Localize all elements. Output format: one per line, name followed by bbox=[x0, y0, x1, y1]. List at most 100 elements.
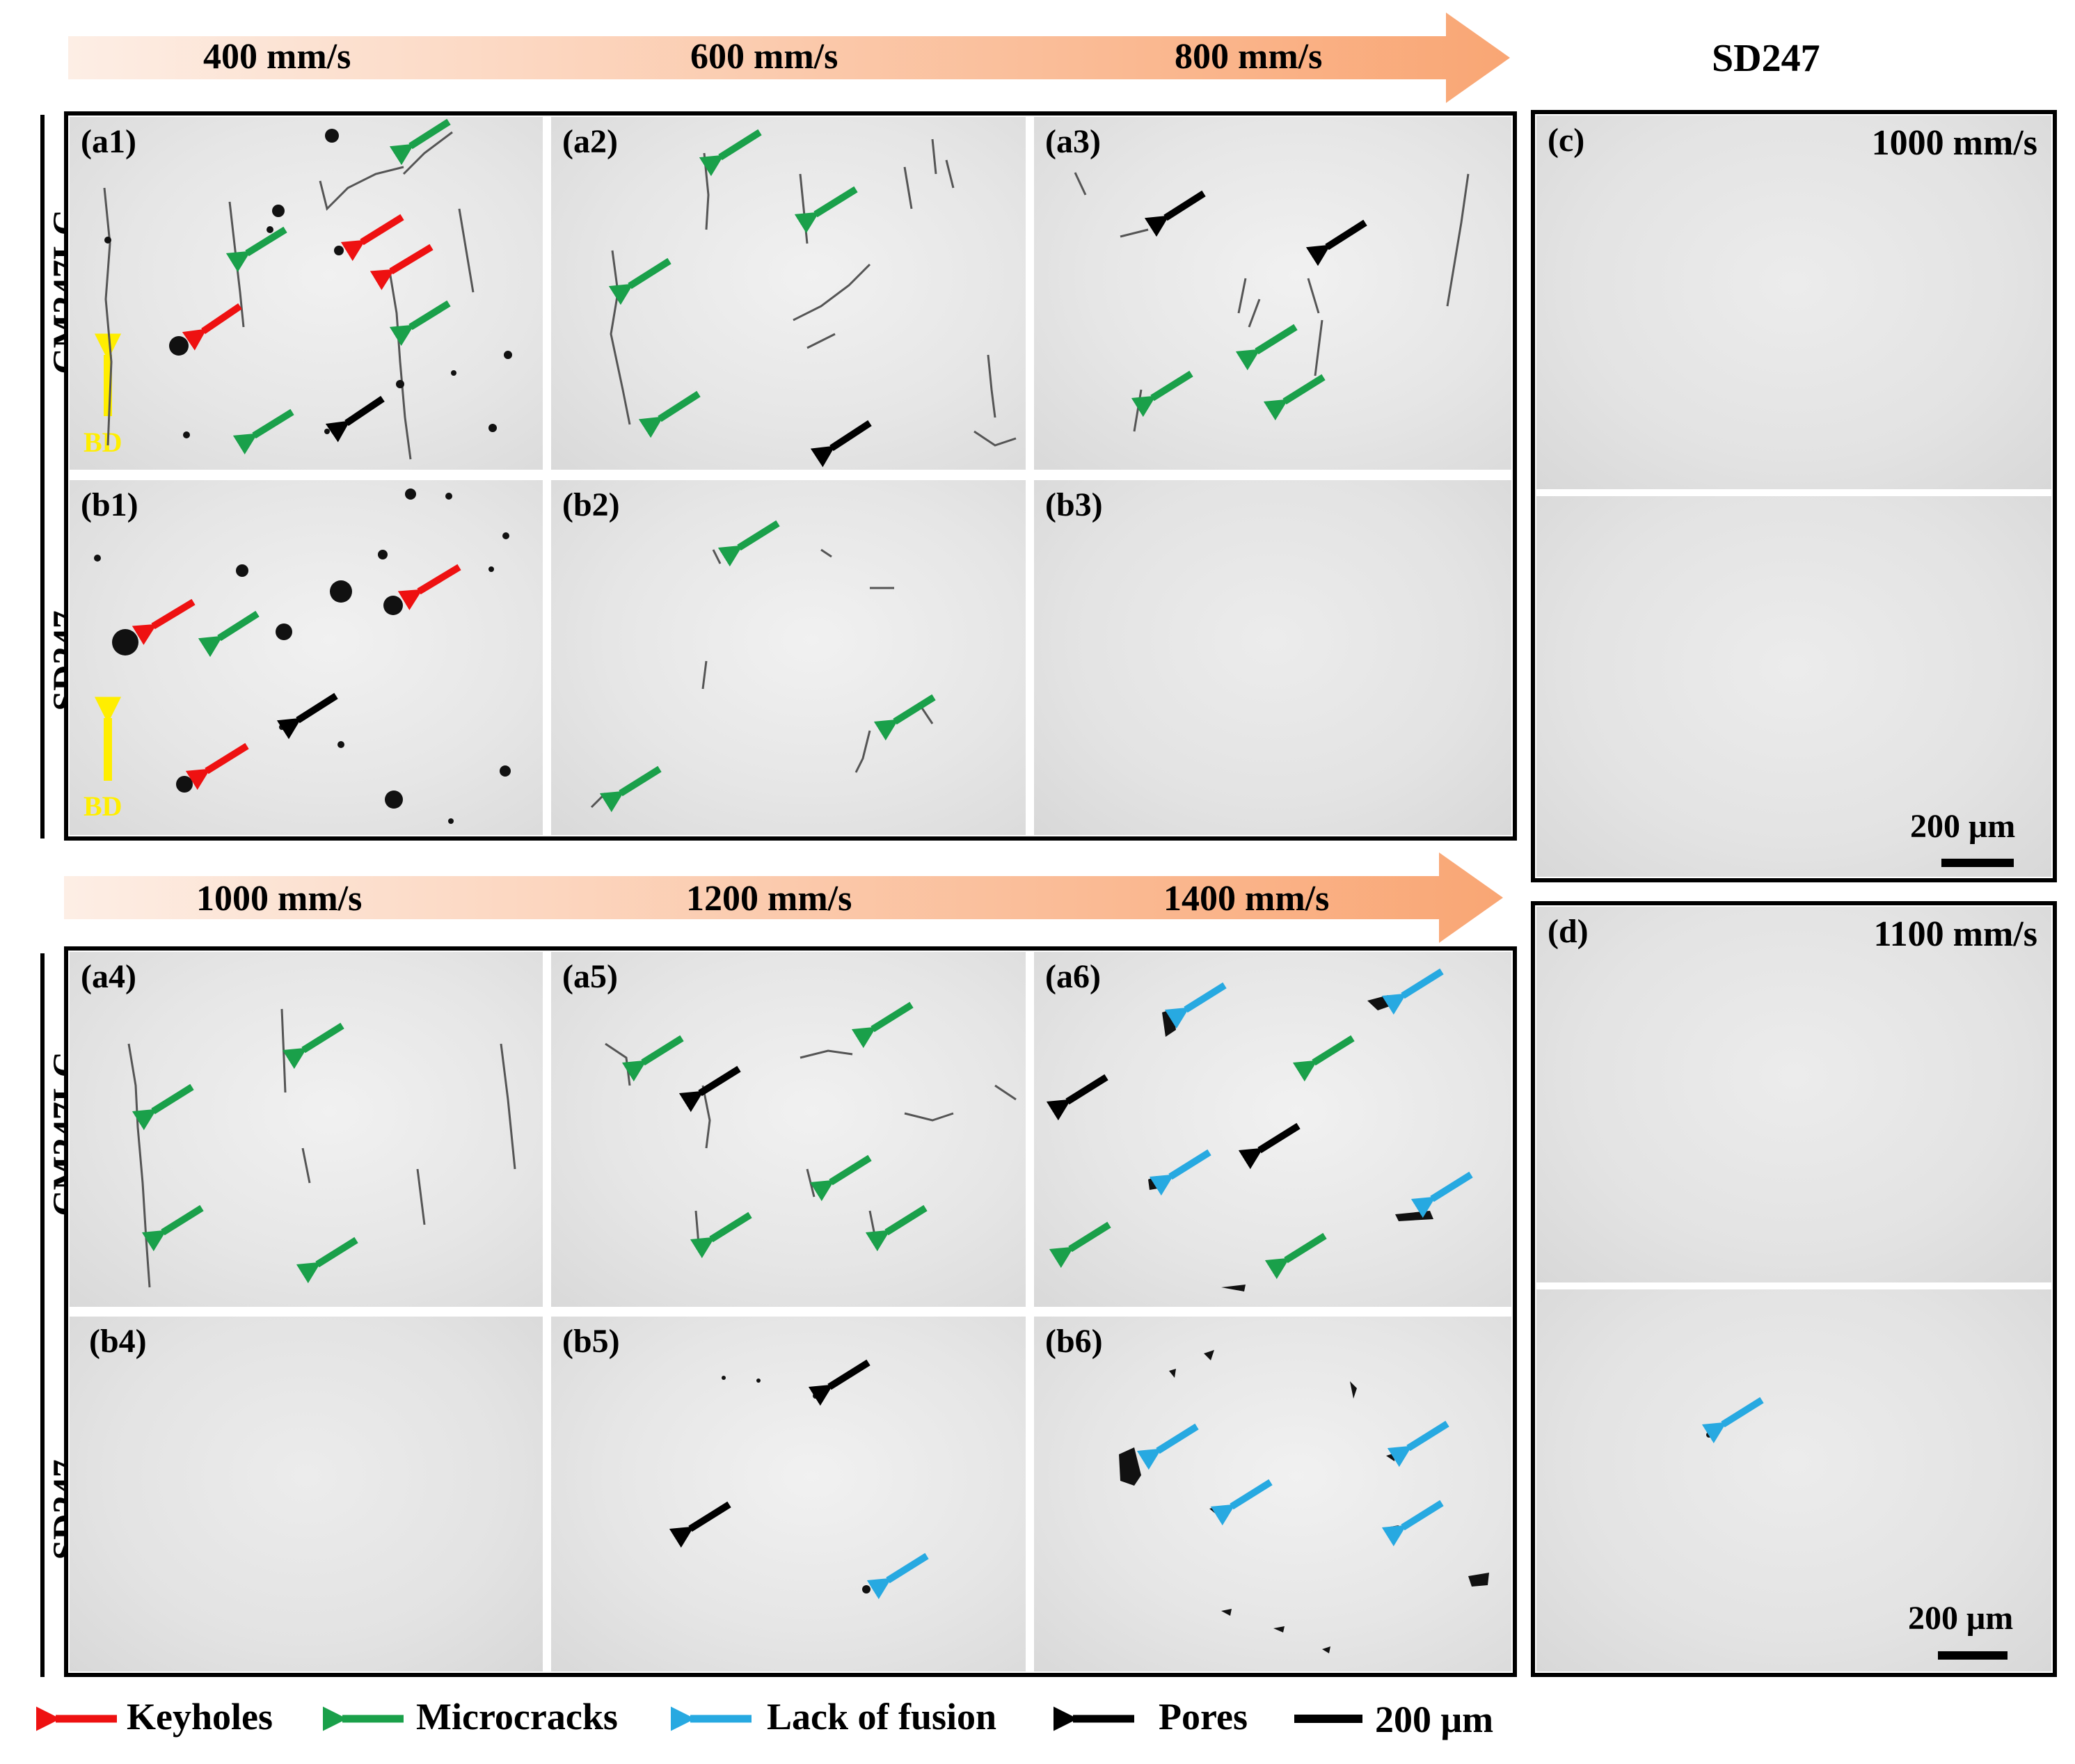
keyhole-arrow bbox=[185, 742, 249, 790]
micro-cracks bbox=[127, 1008, 516, 1288]
legend-pores-label: Pores bbox=[1159, 1696, 1248, 1738]
microcrack-arrow bbox=[699, 129, 762, 177]
microcrack-arrow bbox=[608, 257, 671, 305]
microcrack-arrow bbox=[638, 390, 701, 438]
lack-of-fusion-arrow bbox=[1164, 982, 1227, 1029]
build-direction-label: BD bbox=[84, 427, 122, 458]
scale-bar bbox=[1941, 859, 2014, 867]
pores bbox=[94, 488, 511, 824]
speed-label-1200: 1200 mm/s bbox=[686, 879, 852, 919]
pores bbox=[104, 129, 512, 438]
lack-of-fusion-arrow bbox=[1387, 1420, 1449, 1468]
build-direction-label: BD bbox=[84, 790, 122, 822]
microcrack-arrow bbox=[1263, 374, 1326, 421]
pore-arrow bbox=[669, 1501, 731, 1548]
lack-of-fusion-arrow bbox=[1136, 1423, 1199, 1470]
row-divider-line bbox=[40, 953, 45, 1677]
pore-arrow bbox=[678, 1065, 741, 1113]
microcrack-arrow bbox=[851, 1001, 914, 1049]
panel-label: (a2) bbox=[562, 123, 618, 160]
pore bbox=[1706, 1432, 1712, 1438]
microcrack-arrow bbox=[389, 118, 451, 166]
panel-b6: (b6) bbox=[1034, 1317, 1511, 1671]
pore-arrow bbox=[810, 420, 872, 468]
microcrack-arrow bbox=[1235, 324, 1298, 371]
keyhole-arrow bbox=[369, 244, 434, 290]
microcrack-arrow bbox=[690, 1211, 752, 1259]
panel-label: (a4) bbox=[81, 958, 136, 995]
legend-lack-of-fusion-label: Lack of fusion bbox=[767, 1696, 997, 1738]
pore-arrow bbox=[276, 692, 338, 740]
speed-arrow-bottom bbox=[64, 852, 1503, 943]
legend-scale-bar bbox=[1294, 1715, 1362, 1723]
microcrack-arrow bbox=[873, 694, 936, 741]
microcrack-arrow bbox=[621, 1035, 684, 1082]
microcrack-arrow bbox=[389, 300, 451, 347]
panel-speed: 1000 mm/s bbox=[1871, 123, 2037, 163]
panel-a5: (a5) bbox=[551, 952, 1026, 1307]
panel-label: (a1) bbox=[81, 123, 136, 160]
keyhole-arrow bbox=[340, 214, 404, 262]
scale-bar-label: 200 μm bbox=[1908, 1600, 2014, 1637]
panel-b3: (b3) bbox=[1034, 480, 1511, 835]
microcrack-arrow bbox=[132, 1083, 194, 1131]
speed-arrow-top bbox=[68, 13, 1510, 103]
lack-of-fusion-arrow bbox=[1701, 1397, 1764, 1444]
pore-arrow bbox=[1144, 190, 1206, 237]
panel-a6: (a6) bbox=[1034, 952, 1511, 1307]
panel-label: (b6) bbox=[1045, 1323, 1103, 1360]
panel-label: (b2) bbox=[562, 486, 620, 523]
panel-d-bottom bbox=[1536, 1289, 2051, 1671]
micro-cracks bbox=[590, 548, 934, 809]
panel-c-top: (c) 1000 mm/s bbox=[1536, 116, 2051, 489]
lack-of-fusion-arrow bbox=[1210, 1479, 1273, 1526]
speed-label-1000: 1000 mm/s bbox=[196, 879, 363, 919]
lack-of-fusion-arrow bbox=[866, 1552, 929, 1600]
lack-of-fusion-defects bbox=[1119, 1350, 1489, 1653]
legend-keyholes-label: Keyholes bbox=[127, 1696, 273, 1738]
microcrack-arrow bbox=[1292, 1035, 1355, 1082]
keyhole-arrow bbox=[132, 598, 196, 645]
panel-label: (a6) bbox=[1045, 958, 1101, 995]
pore-arrow bbox=[1238, 1122, 1301, 1170]
speed-label-400: 400 mm/s bbox=[203, 37, 351, 77]
panel-label: (b1) bbox=[81, 486, 138, 523]
pore-arrow bbox=[325, 395, 385, 443]
microcrack-arrow bbox=[865, 1205, 928, 1252]
microcrack-arrow bbox=[1049, 1221, 1111, 1269]
lack-of-fusion-defects bbox=[1148, 995, 1433, 1292]
pore-arrow bbox=[1046, 1074, 1108, 1121]
pore-arrow bbox=[1305, 219, 1367, 267]
panel-b4: (b4) bbox=[70, 1317, 543, 1671]
panel-c-bottom bbox=[1536, 496, 2051, 877]
lack-of-fusion-arrow bbox=[1149, 1149, 1211, 1196]
microcrack-arrow bbox=[794, 186, 858, 234]
microcrack-arrow bbox=[1264, 1232, 1327, 1280]
lack-of-fusion-arrow bbox=[1381, 968, 1444, 1015]
panel-label: (a5) bbox=[562, 958, 618, 995]
micro-cracks bbox=[610, 138, 1017, 447]
microcrack-arrow bbox=[232, 408, 294, 455]
panel-b1: (b1) bbox=[70, 480, 543, 835]
row-divider-line bbox=[40, 115, 45, 839]
microcrack-arrow bbox=[141, 1205, 204, 1252]
lack-of-fusion-arrow bbox=[1381, 1500, 1444, 1547]
keyhole-arrow bbox=[182, 303, 242, 351]
panel-speed: 1100 mm/s bbox=[1873, 914, 2037, 954]
panel-label: (a3) bbox=[1045, 123, 1101, 160]
panel-b5: (b5) bbox=[551, 1317, 1026, 1671]
pores bbox=[678, 1376, 870, 1594]
right-column-title: SD247 bbox=[1712, 37, 1820, 80]
scale-bar-label: 200 μm bbox=[1910, 808, 2016, 845]
panel-b2: (b2) bbox=[551, 480, 1026, 835]
legend-microcracks-label: Microcracks bbox=[416, 1696, 618, 1738]
microcrack-arrow bbox=[225, 226, 287, 273]
microcrack-arrow bbox=[599, 765, 662, 813]
panel-label: (c) bbox=[1548, 122, 1585, 159]
keyhole-arrow bbox=[397, 564, 461, 610]
microcrack-arrow bbox=[717, 520, 780, 567]
scale-bar bbox=[1938, 1651, 2008, 1660]
panel-d-top: (d) 1100 mm/s bbox=[1536, 907, 2051, 1282]
microcrack-arrow bbox=[809, 1154, 872, 1202]
